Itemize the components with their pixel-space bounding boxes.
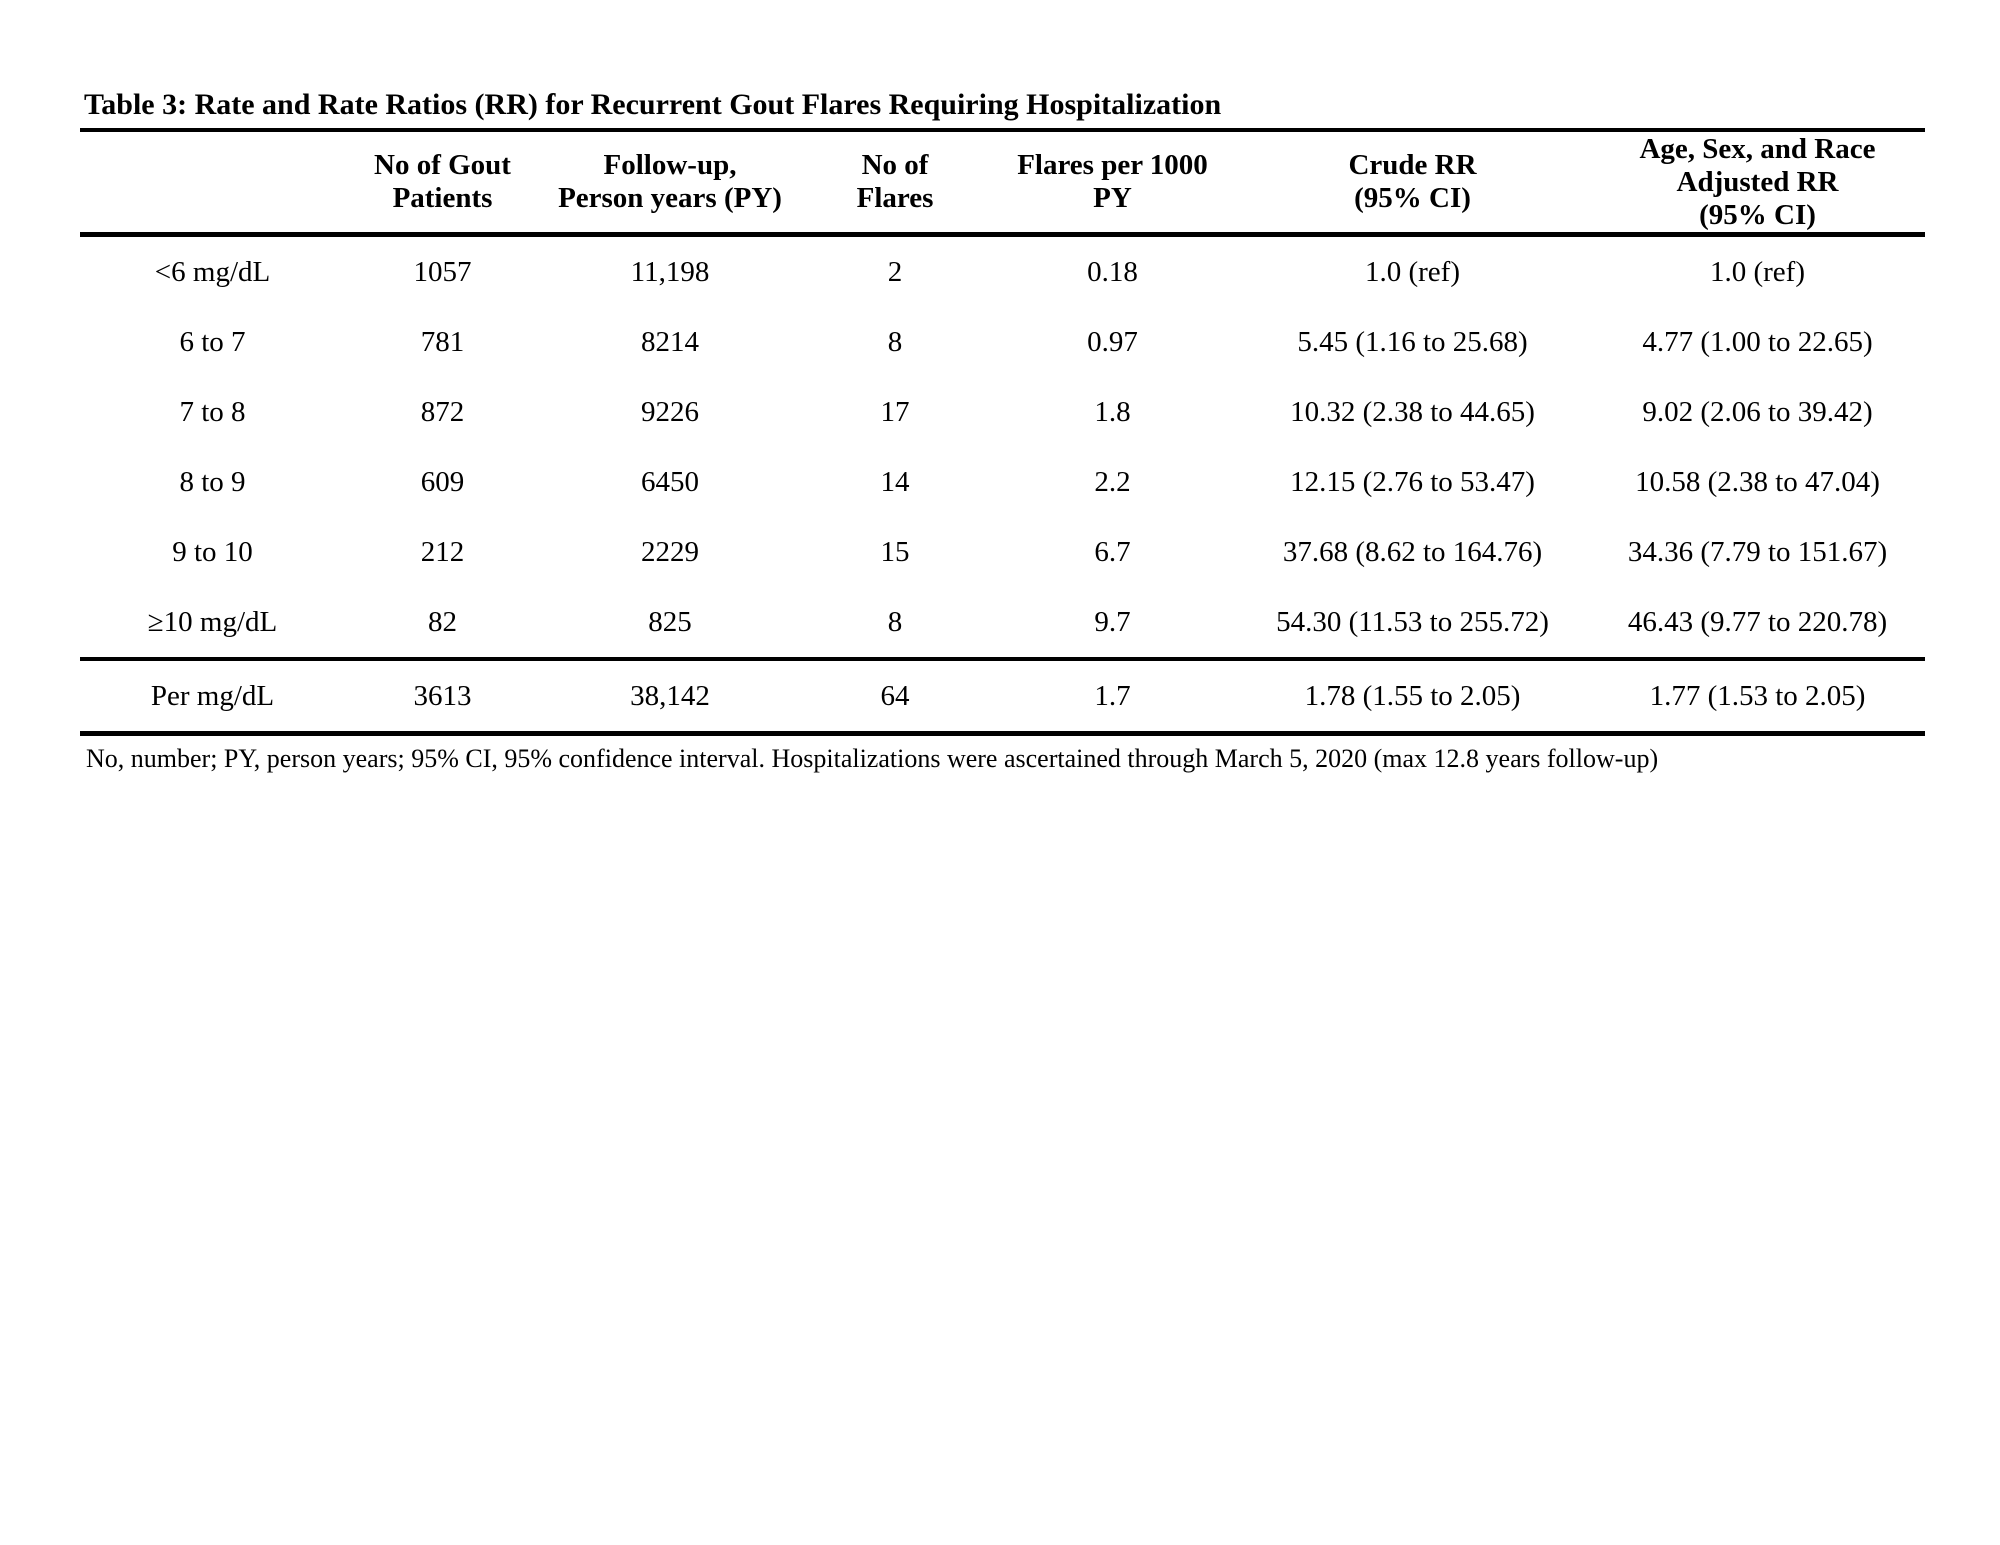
header-cell-serum-urate: [80, 130, 345, 237]
header-cell-no-gout-patients: No of Gout Patients: [345, 130, 540, 237]
table-cell: 1.8: [1094, 395, 1131, 428]
table-cell: 5.45 (1.16 to 25.68): [1297, 325, 1528, 358]
row-label: Per mg/dL: [80, 659, 345, 736]
table-cell: 0.97: [1087, 325, 1138, 358]
row-label: <6 mg/dL: [154, 255, 271, 288]
table-cell: 609: [420, 465, 465, 498]
header-cell-no-flares: No of Flares: [800, 130, 990, 237]
table-row: ≥10 mg/dL 82 825 8 9.7 54.30 (11.53 to 2…: [80, 587, 1925, 661]
table-cell: 10.32 (2.38 to 44.65): [1290, 395, 1535, 428]
table-cell: 9.02 (2.06 to 39.42): [1642, 395, 1873, 428]
table-row: 9 to 10 212 2229 15 6.7 37.68 (8.62 to 1…: [80, 517, 1925, 587]
table-row: <6 mg/dL 1057 11,198 2 0.18 1.0 (ref) 1.…: [80, 235, 1925, 308]
table-cell: 11,198: [630, 255, 710, 288]
row-label: 9 to 10: [172, 535, 253, 568]
table-cell: 825: [540, 587, 800, 661]
table-cell: 1.78 (1.55 to 2.05): [1235, 659, 1590, 736]
table-body: <6 mg/dL 1057 11,198 2 0.18 1.0 (ref) 1.…: [80, 235, 1925, 736]
table-footnote: No, number; PY, person years; 95% CI, 95…: [86, 744, 1659, 773]
table-cell: 14: [880, 465, 910, 498]
table-cell: 17: [880, 395, 910, 428]
table-cell: 212: [420, 535, 465, 568]
table-cell: 781: [420, 325, 465, 358]
row-label: 6 to 7: [179, 325, 246, 358]
header-row: No of Gout Patients Follow-up, Person ye…: [80, 130, 1925, 237]
table-cell: 2: [887, 255, 903, 288]
table-cell: 2229: [641, 535, 699, 568]
table-cell: 6.7: [1094, 535, 1131, 568]
header-cell-followup-py: Follow-up, Person years (PY): [540, 130, 800, 237]
table-cell: 37.68 (8.62 to 164.76): [1282, 535, 1543, 568]
table-cell: 872: [420, 395, 465, 428]
table-cell: 4.77 (1.00 to 22.65): [1642, 325, 1873, 358]
table-cell: 8: [800, 587, 990, 661]
summary-row: Per mg/dL 3613 38,142 64 1.7 1.78 (1.55 …: [80, 659, 1925, 736]
table-cell: 3613: [345, 659, 540, 736]
table-cell: 8: [887, 325, 903, 358]
table-cell: 12.15 (2.76 to 53.47): [1290, 465, 1535, 498]
row-label: ≥10 mg/dL: [80, 587, 345, 661]
table-cell: 8214: [641, 325, 699, 358]
table-header: No of Gout Patients Follow-up, Person ye…: [80, 130, 1925, 237]
table-cell: 64: [800, 659, 990, 736]
table-cell: 9.7: [990, 587, 1235, 661]
header-cell-crude-rr: Crude RR (95% CI): [1235, 130, 1590, 237]
table-cell: 1.77 (1.53 to 2.05): [1590, 659, 1925, 736]
table-row: 7 to 8 872 9226 17 1.8 10.32 (2.38 to 44…: [80, 377, 1925, 447]
table-row: 6 to 7 781 8214 8 0.97 5.45 (1.16 to 25.…: [80, 307, 1925, 377]
table-cell: 1.7: [990, 659, 1235, 736]
row-label: 8 to 9: [179, 465, 246, 498]
table-cell: 6450: [641, 465, 699, 498]
table-row: 8 to 9 609 6450 14 2.2 12.15 (2.76 to 53…: [80, 447, 1925, 517]
table-cell: 1.0 (ref): [1709, 255, 1805, 288]
table-cell: 82: [345, 587, 540, 661]
header-cell-flares-per-1000py: Flares per 1000 PY: [990, 130, 1235, 237]
table-cell: 2.2: [1094, 465, 1131, 498]
table-cell: 1.0 (ref): [1364, 255, 1460, 288]
header-cell-adjusted-rr: Age, Sex, and Race Adjusted RR (95% CI): [1590, 130, 1925, 237]
table-cell: 9226: [641, 395, 699, 428]
table-cell: 15: [880, 535, 910, 568]
document-page: Table 3: Rate and Rate Ratios (RR) for R…: [80, 88, 1925, 774]
table-cell: 46.43 (9.77 to 220.78): [1590, 587, 1925, 661]
table-cell: 0.18: [1087, 255, 1138, 288]
table-cell: 1057: [413, 255, 472, 288]
table-cell: 10.58 (2.38 to 47.04): [1635, 465, 1880, 498]
table-title: Table 3: Rate and Rate Ratios (RR) for R…: [84, 88, 1222, 121]
table-cell: 38,142: [540, 659, 800, 736]
table-cell: 54.30 (11.53 to 255.72): [1235, 587, 1590, 661]
row-label: 7 to 8: [179, 395, 246, 428]
table-cell: 34.36 (7.79 to 151.67): [1627, 535, 1888, 568]
rate-ratios-table: No of Gout Patients Follow-up, Person ye…: [80, 128, 1925, 736]
